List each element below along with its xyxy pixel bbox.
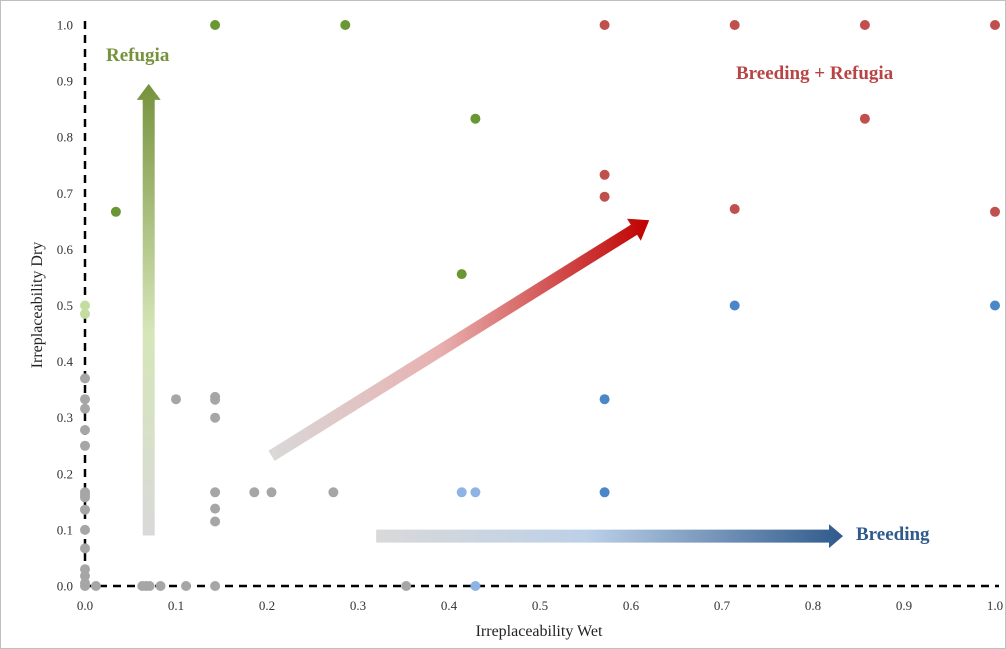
- data-point: [90, 581, 101, 591]
- y-tick-label: 0.1: [57, 522, 73, 537]
- data-point: [171, 394, 181, 405]
- data-point: [110, 206, 121, 217]
- data-point: [80, 440, 90, 451]
- data-point: [990, 206, 1000, 217]
- data-point: [729, 204, 740, 214]
- data-point: [470, 581, 481, 591]
- x-tick-label: 1.0: [987, 598, 1003, 613]
- data-point: [729, 300, 740, 311]
- refugia-label: Refugia: [106, 45, 170, 66]
- data-point: [859, 113, 870, 124]
- data-point: [210, 581, 221, 591]
- y-tick-label: 0.8: [57, 130, 73, 145]
- data-point: [80, 581, 90, 591]
- data-point: [181, 581, 191, 591]
- data-point: [80, 403, 90, 414]
- breeding-arrow: [376, 524, 843, 549]
- data-point: [144, 581, 155, 591]
- x-tick-label: 0.7: [714, 598, 731, 613]
- data-point: [456, 269, 467, 280]
- data-point: [80, 425, 90, 435]
- breeding-refugia-arrow: [268, 218, 650, 461]
- data-point: [80, 394, 90, 405]
- x-tick-label: 0.8: [805, 598, 821, 613]
- breeding-label: Breeding: [856, 524, 930, 545]
- data-point: [80, 543, 90, 554]
- data-point: [210, 394, 221, 405]
- x-tick-label: 0.5: [532, 598, 548, 613]
- data-point: [599, 191, 610, 202]
- data-point: [990, 300, 1000, 311]
- y-tick-label: 0.5: [57, 298, 73, 313]
- data-point: [210, 412, 221, 423]
- y-tick-label: 0.7: [57, 186, 74, 201]
- data-point: [266, 487, 277, 498]
- data-point: [80, 492, 90, 503]
- data-point: [599, 20, 610, 30]
- data-point: [80, 373, 90, 384]
- x-tick-label: 0.0: [77, 598, 93, 613]
- data-point: [470, 487, 481, 498]
- x-tick-label: 0.4: [441, 598, 458, 613]
- data-point: [80, 308, 90, 319]
- x-tick-label: 0.1: [168, 598, 184, 613]
- data-point: [599, 394, 610, 405]
- data-point: [210, 487, 221, 498]
- breeding-refugia-label: Breeding + Refugia: [736, 63, 894, 84]
- data-point: [249, 487, 260, 498]
- data-point: [990, 20, 1000, 30]
- data-point: [340, 20, 351, 30]
- x-tick-label: 0.6: [623, 598, 640, 613]
- data-point: [210, 516, 221, 527]
- x-axis-title: Irreplaceability Wet: [476, 623, 603, 640]
- data-point: [210, 503, 221, 514]
- data-point: [456, 487, 467, 498]
- data-point: [80, 504, 90, 515]
- data-point: [729, 20, 740, 30]
- y-tick-label: 0.4: [57, 354, 74, 369]
- x-tick-label: 0.3: [350, 598, 366, 613]
- y-tick-label: 0.9: [57, 74, 73, 89]
- data-point: [401, 581, 412, 591]
- data-point: [599, 169, 610, 180]
- data-point: [470, 113, 481, 124]
- y-tick-label: 0.0: [57, 579, 73, 594]
- data-point: [80, 524, 90, 535]
- x-tick-label: 0.9: [896, 598, 912, 613]
- y-tick-label: 0.6: [57, 242, 74, 257]
- refugia-arrow: [136, 83, 161, 536]
- data-point: [210, 20, 221, 30]
- y-tick-label: 0.2: [57, 466, 73, 481]
- x-tick-label: 0.2: [259, 598, 275, 613]
- data-point: [80, 570, 90, 581]
- data-point: [80, 300, 90, 311]
- data-point: [859, 20, 870, 30]
- data-point: [155, 581, 166, 591]
- data-point: [599, 487, 610, 498]
- data-point: [328, 487, 339, 498]
- y-tick-label: 0.3: [57, 410, 73, 425]
- y-tick-label: 1.0: [57, 18, 73, 33]
- y-axis-title: Irreplaceability Dry: [29, 242, 46, 369]
